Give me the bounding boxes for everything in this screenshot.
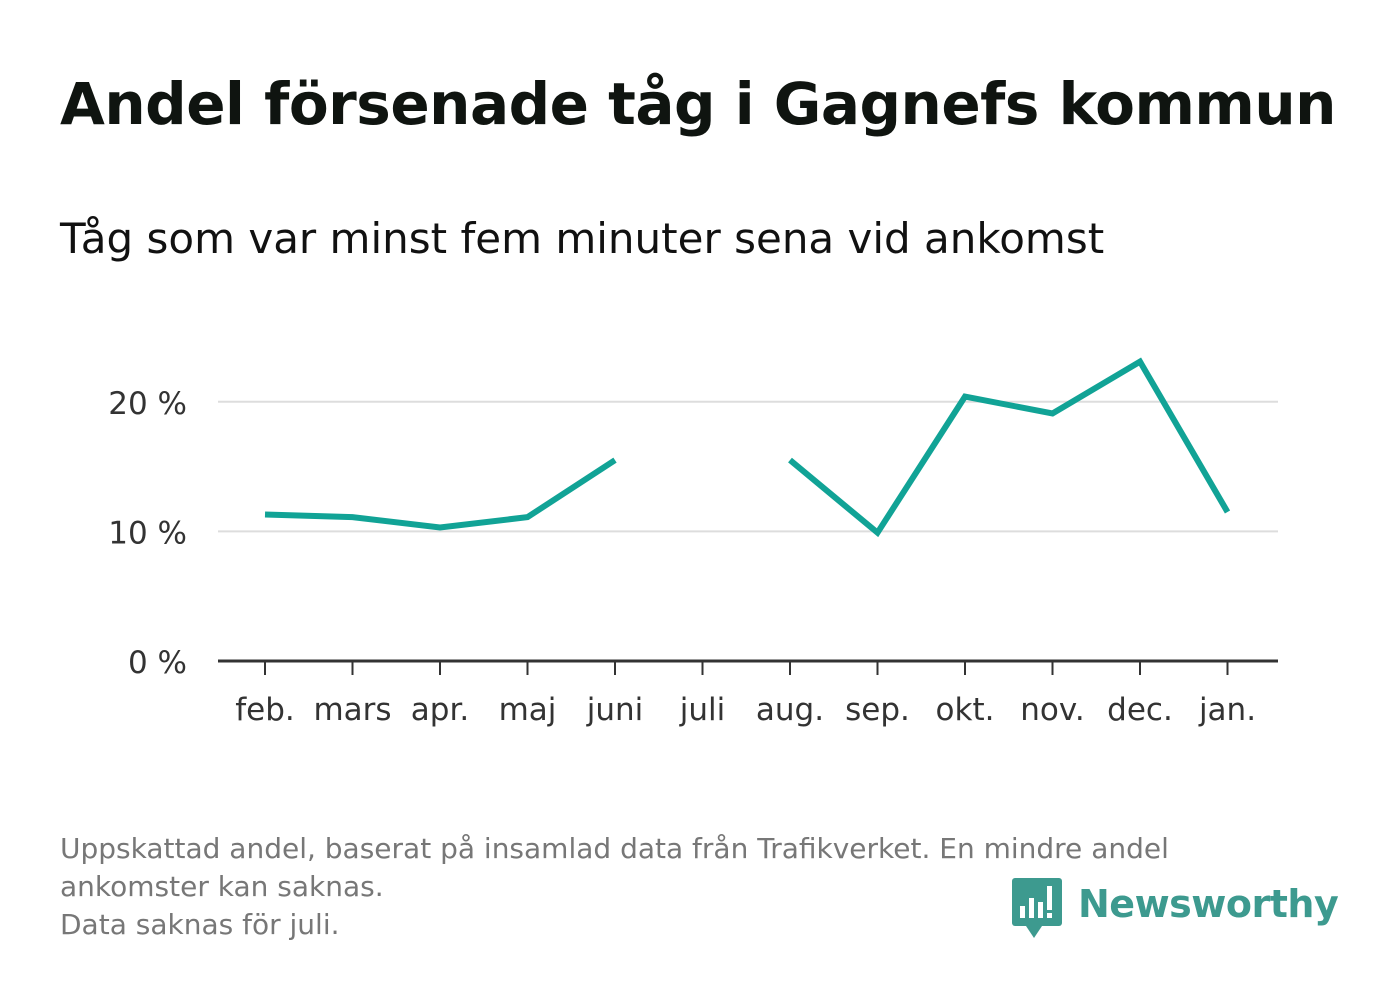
- data-point: [1050, 410, 1056, 416]
- data-point: [437, 525, 443, 531]
- data-point: [962, 394, 968, 400]
- x-tick-label: jan.: [1198, 692, 1256, 728]
- x-tick-label: mars: [313, 692, 391, 728]
- data-point: [262, 512, 268, 518]
- y-tick-label: 10 %: [108, 515, 187, 551]
- x-tick-label: juni: [586, 692, 644, 728]
- x-tick-label: maj: [499, 692, 557, 728]
- data-point: [1225, 509, 1231, 515]
- x-tick-label: okt.: [936, 692, 995, 728]
- y-axis-ticks: 0 % 10 % 20 %: [108, 386, 187, 681]
- y-tick-label: 20 %: [108, 386, 187, 422]
- x-tick-label: juli: [679, 692, 726, 728]
- footnote-line-2: ankomster kan saknas.: [60, 870, 384, 903]
- chart-subtitle: Tåg som var minst fem minuter sena vid a…: [60, 214, 1105, 263]
- x-tick-label: nov.: [1020, 692, 1084, 728]
- series-lines: [262, 357, 1231, 538]
- data-point: [1137, 359, 1143, 365]
- x-tick-label: apr.: [411, 692, 469, 728]
- footnote-line-1: Uppskattad andel, baserat på insamlad da…: [60, 832, 1169, 865]
- newsworthy-logo-icon: [1012, 878, 1062, 938]
- grid-lines: [218, 400, 1278, 533]
- series-line-segment: [264, 457, 617, 531]
- x-tick-label: feb.: [235, 692, 295, 728]
- chart-title: Andel försenade tåg i Gagnefs kommun: [60, 70, 1336, 138]
- data-point: [875, 530, 881, 536]
- data-point: [787, 457, 793, 463]
- data-point: [350, 514, 356, 520]
- footnote: Uppskattad andel, baserat på insamlad da…: [60, 830, 1310, 944]
- footnote-line-3: Data saknas för juli.: [60, 908, 340, 941]
- data-point: [612, 457, 618, 463]
- x-axis-ticks: feb. mars apr. maj juni juli aug. sep. okt. nov. d…: [235, 661, 1256, 728]
- series-line-segment: [788, 357, 1231, 538]
- x-tick-label: aug.: [756, 692, 824, 728]
- y-tick-label: 0 %: [128, 645, 187, 681]
- x-tick-label: sep.: [845, 692, 910, 728]
- x-tick-label: dec.: [1107, 692, 1173, 728]
- brand-logo: Newsworthy: [1012, 878, 1339, 940]
- brand-name: Newsworthy: [1078, 882, 1339, 926]
- data-point: [525, 514, 531, 520]
